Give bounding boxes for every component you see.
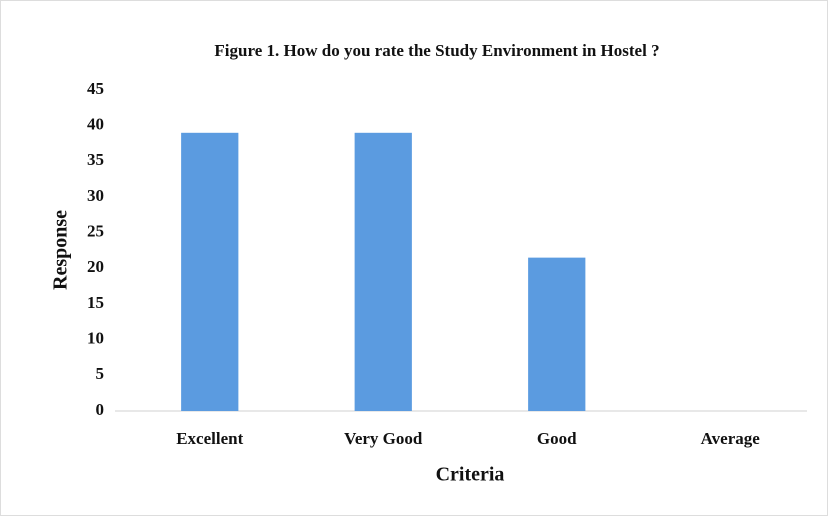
y-tick-label: 20 (87, 257, 104, 276)
x-tick-label: Very Good (344, 429, 423, 448)
x-axis-label: Criteria (436, 464, 505, 486)
x-tick-label: Average (701, 429, 761, 448)
y-tick-label: 30 (87, 186, 104, 205)
y-tick-label: 35 (87, 150, 104, 169)
y-tick-label: 5 (96, 364, 105, 383)
bar (354, 132, 412, 412)
x-tick-label: Good (537, 429, 577, 448)
y-tick-label: 45 (87, 79, 104, 98)
y-axis-label: Response (50, 210, 72, 290)
chart-title: Figure 1. How do you rate the Study Envi… (214, 41, 659, 60)
x-tick-label: Excellent (176, 429, 243, 448)
y-tick-label: 10 (87, 329, 104, 348)
y-tick-label: 25 (87, 222, 104, 241)
y-tick-label: 15 (87, 293, 104, 312)
y-tick-label: 0 (96, 400, 105, 419)
bar (181, 132, 239, 412)
y-tick-label: 40 (87, 115, 104, 134)
bar (528, 257, 586, 411)
